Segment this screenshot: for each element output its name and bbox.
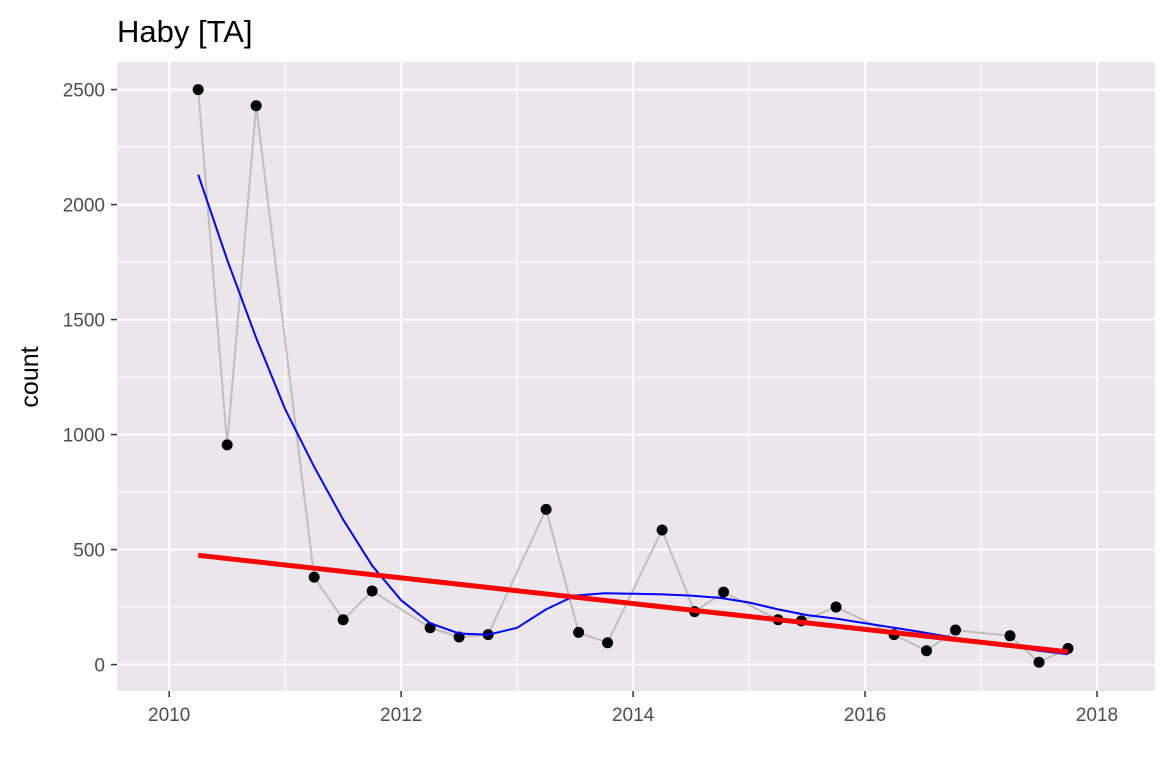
grid-major <box>117 62 1155 691</box>
data-point <box>221 439 233 451</box>
data-point <box>366 585 378 597</box>
chart-axes: 2010 2012 2014 2016 2018 0 500 1000 1500 2000 2500 <box>63 81 1118 726</box>
data-point <box>308 571 320 583</box>
grid-minor <box>117 62 1155 691</box>
x-tick-label: 2012 <box>380 705 422 726</box>
data-point <box>602 637 614 649</box>
data-point <box>1033 656 1045 668</box>
series-trend-line <box>197 552 1069 655</box>
data-point <box>337 614 349 626</box>
x-tick-label: 2014 <box>612 705 655 726</box>
y-tick-label: 2500 <box>63 81 105 102</box>
data-point <box>656 524 668 536</box>
data-point <box>921 645 933 657</box>
y-tick-label: 0 <box>94 656 105 677</box>
x-tick-label: 2016 <box>844 705 886 726</box>
y-tick-label: 1500 <box>63 311 105 332</box>
chart-title: Haby [TA] <box>117 14 253 49</box>
data-point <box>1004 630 1016 642</box>
y-tick-label: 2000 <box>63 196 105 217</box>
x-tick-label: 2010 <box>148 705 190 726</box>
data-point <box>718 586 730 598</box>
data-point <box>192 84 204 96</box>
data-point <box>830 601 842 613</box>
y-tick-label: 1000 <box>63 426 105 447</box>
series-smooth-line <box>197 174 1069 656</box>
data-point <box>250 100 262 112</box>
y-tick-label: 500 <box>73 541 105 562</box>
data-point <box>540 503 552 515</box>
series-observed-line <box>197 89 1069 664</box>
x-tick-label: 2018 <box>1076 705 1118 726</box>
data-point <box>950 624 962 636</box>
y-axis-title: count <box>16 346 44 407</box>
data-point <box>573 626 585 638</box>
chart-marks <box>192 84 1074 668</box>
